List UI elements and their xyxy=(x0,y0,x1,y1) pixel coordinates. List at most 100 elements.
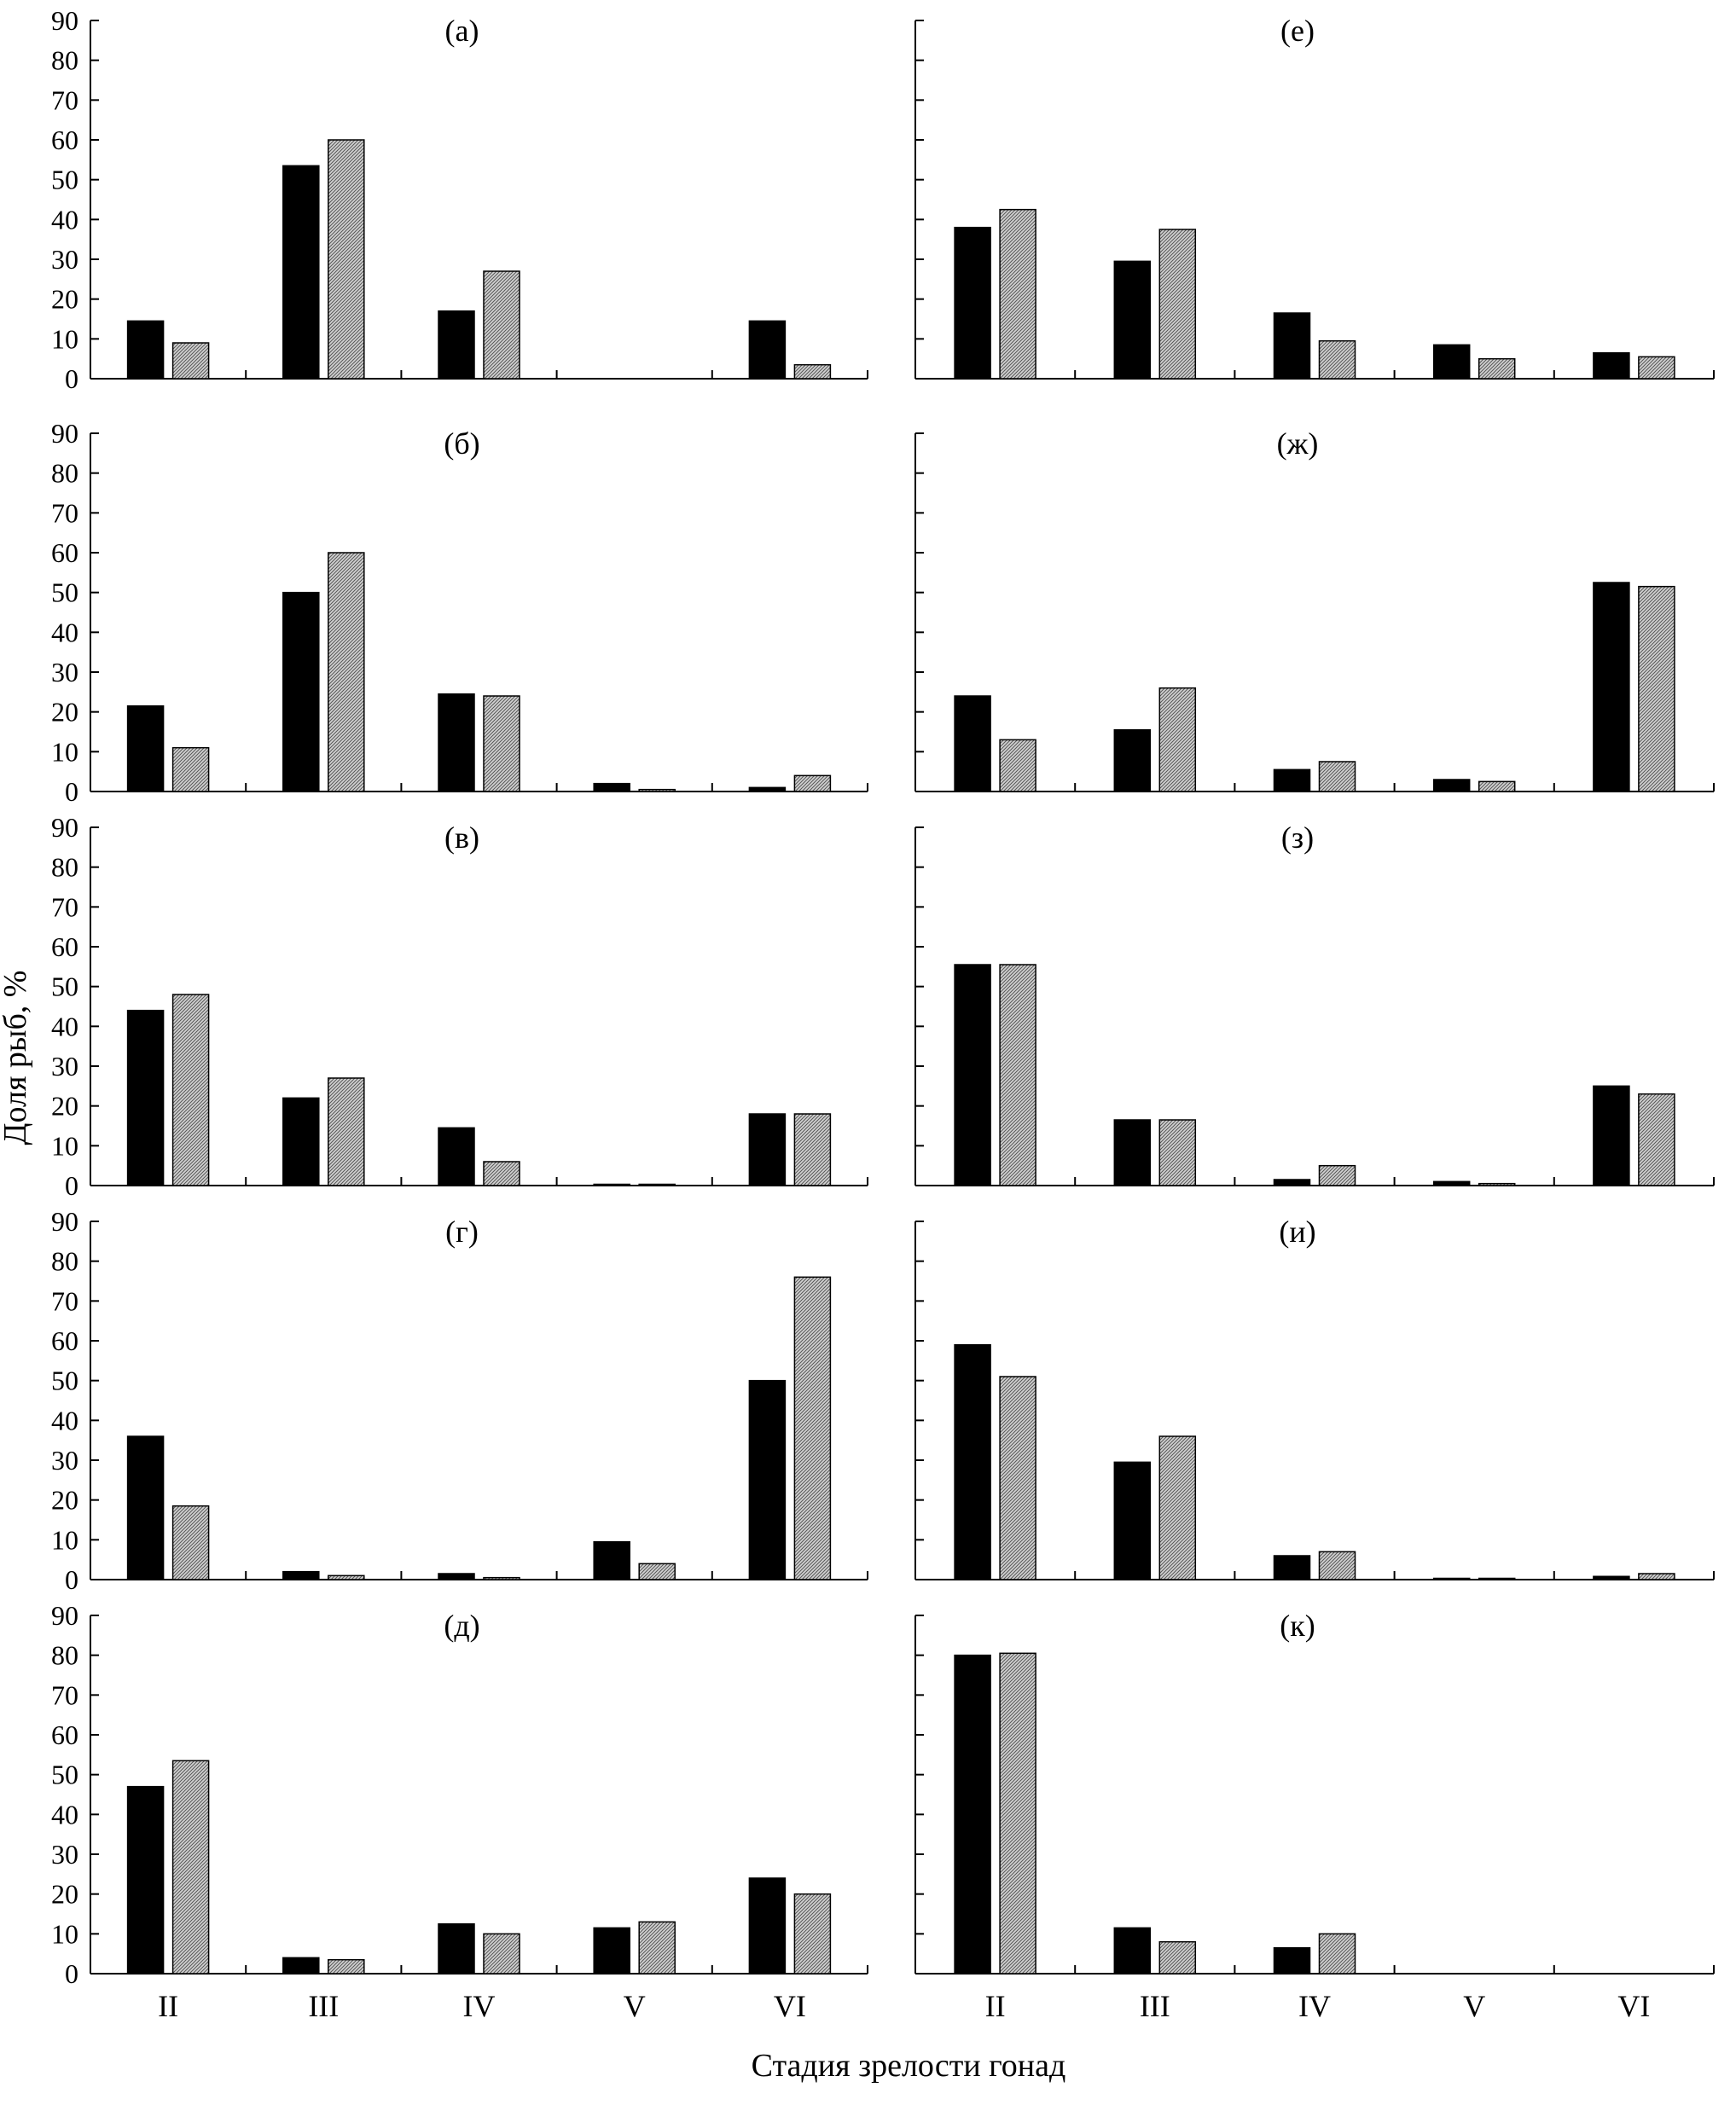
bar-series2-IV xyxy=(483,695,520,792)
panel-2: 0 10 20 30 40 50 60 70 80 90 (б) xyxy=(51,418,868,807)
panel-label: (з) xyxy=(1281,821,1314,855)
y-tick-label: 50 xyxy=(51,165,78,195)
bar-series1-III xyxy=(1113,728,1152,792)
bar-series2-IV xyxy=(483,1576,520,1580)
y-tick-label: 0 xyxy=(65,1170,78,1201)
bar-series2-IV xyxy=(483,270,520,380)
bar-series2-IV xyxy=(1318,761,1356,792)
bar-series2-III xyxy=(328,552,365,792)
bar-series1-IV xyxy=(438,1922,475,1975)
bar-series2-III xyxy=(328,1077,365,1186)
bar-series1-IV xyxy=(1273,1555,1311,1580)
panel-label: (г) xyxy=(445,1215,479,1249)
panel-7: (ж) xyxy=(914,426,1715,792)
bar-series1-V xyxy=(593,1183,630,1186)
bar-series2-V xyxy=(1478,357,1516,380)
bar-series1-III xyxy=(1113,1119,1152,1186)
bar-series1-II xyxy=(126,320,165,380)
bar-series1-III xyxy=(282,1097,320,1186)
bar-series1-V xyxy=(593,782,630,792)
bar-series1-V xyxy=(1432,1577,1471,1580)
bar-series1-V xyxy=(593,1927,630,1975)
panel-label: (ж) xyxy=(1277,426,1319,461)
panel-6: (е) xyxy=(914,14,1715,380)
bar-series1-III xyxy=(1113,1461,1152,1580)
panel-label: (и) xyxy=(1279,1215,1315,1249)
x-tick-label: IV xyxy=(1298,1989,1331,2023)
bar-series2-II xyxy=(171,342,210,380)
y-tick-label: 60 xyxy=(51,125,78,155)
panel-8: (з) xyxy=(914,821,1715,1186)
y-tick-label: 70 xyxy=(51,891,78,922)
x-tick-label: II xyxy=(985,1989,1006,2023)
bar-series2-II xyxy=(999,208,1036,380)
x-tick-label: VI xyxy=(1617,1989,1650,2023)
y-tick-label: 10 xyxy=(51,736,78,767)
bar-series1-V xyxy=(1432,344,1471,380)
y-tick-label: 80 xyxy=(51,45,78,76)
y-tick-label: 70 xyxy=(51,497,78,528)
bar-series2-V xyxy=(638,788,676,792)
y-tick-label: 60 xyxy=(51,1325,78,1356)
bar-series2-III xyxy=(328,1574,365,1580)
y-tick-label: 0 xyxy=(65,1564,78,1595)
bar-series2-VI xyxy=(793,363,832,380)
y-tick-label: 10 xyxy=(51,1130,78,1161)
bar-series1-II xyxy=(126,1785,165,1975)
y-tick-label: 90 xyxy=(51,1600,78,1631)
bar-series1-III xyxy=(282,591,320,792)
bar-series2-V xyxy=(1478,1182,1516,1186)
bar-series1-V xyxy=(1432,1180,1471,1186)
x-tick-label: VI xyxy=(774,1989,806,2023)
y-tick-label: 90 xyxy=(51,5,78,36)
bar-series1-VI xyxy=(748,786,787,792)
bar-series1-VI xyxy=(748,1379,787,1580)
bar-series2-V xyxy=(638,1921,676,1975)
y-tick-label: 60 xyxy=(51,1719,78,1750)
y-tick-label: 40 xyxy=(51,204,78,235)
bar-series2-IV xyxy=(1318,339,1356,380)
bar-series1-IV xyxy=(1273,312,1311,380)
y-tick-label: 10 xyxy=(51,1918,78,1949)
panel-label: (е) xyxy=(1280,14,1315,48)
y-tick-label: 80 xyxy=(51,1246,78,1277)
y-tick-label: 20 xyxy=(51,284,78,315)
y-tick-label: 30 xyxy=(51,1051,78,1081)
y-axis-title: Доля рыб, % xyxy=(0,971,33,1145)
bar-series2-III xyxy=(328,1958,365,1975)
bar-series1-IV xyxy=(1273,768,1311,792)
bar-series1-II xyxy=(126,705,165,792)
bar-series2-VI xyxy=(793,1893,832,1975)
bar-series1-VI xyxy=(1593,351,1630,380)
bar-series1-II xyxy=(126,1009,165,1186)
y-tick-label: 50 xyxy=(51,577,78,608)
bar-series1-IV xyxy=(1273,1946,1311,1975)
bar-series2-VI xyxy=(793,1113,832,1186)
y-tick-label: 40 xyxy=(51,1799,78,1830)
y-tick-label: 0 xyxy=(65,776,78,807)
bar-series2-II xyxy=(171,1760,210,1975)
bar-series2-IV xyxy=(1318,1164,1356,1186)
panel-9: (и) xyxy=(914,1215,1715,1580)
bar-series1-VI xyxy=(1593,1575,1630,1580)
panel-1: 0 10 20 30 40 50 60 70 80 90 (а) xyxy=(51,5,868,394)
bar-series1-III xyxy=(1113,260,1152,380)
panel-3: 0 10 20 30 40 50 60 70 80 90 (в) xyxy=(51,812,868,1201)
y-tick-label: 20 xyxy=(51,1879,78,1910)
bar-series2-IV xyxy=(1318,1933,1356,1975)
bar-series1-II xyxy=(126,1435,165,1580)
y-tick-label: 0 xyxy=(65,363,78,394)
bar-series2-VI xyxy=(793,1276,832,1580)
y-tick-label: 50 xyxy=(51,1366,78,1396)
bar-series2-V xyxy=(638,1563,676,1580)
y-tick-label: 30 xyxy=(51,1445,78,1476)
y-tick-label: 90 xyxy=(51,812,78,843)
y-tick-label: 50 xyxy=(51,1760,78,1790)
bar-series1-IV xyxy=(438,1573,475,1580)
bar-series1-VI xyxy=(1593,582,1630,792)
y-tick-label: 80 xyxy=(51,852,78,883)
bar-series2-V xyxy=(638,1183,676,1186)
bar-series2-VI xyxy=(1638,585,1675,792)
